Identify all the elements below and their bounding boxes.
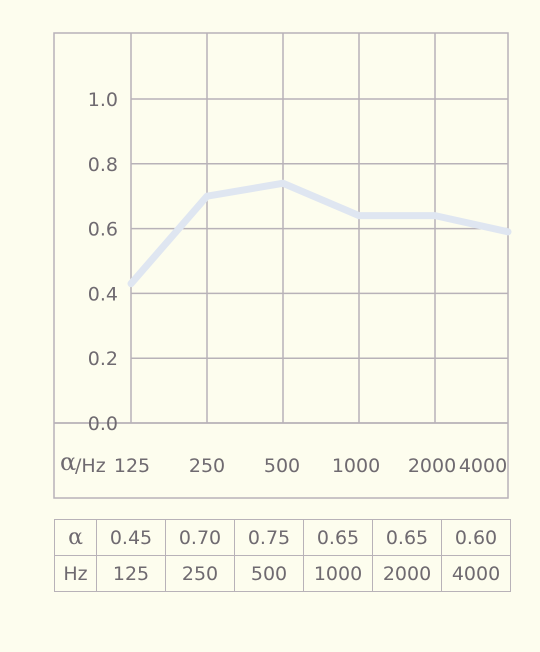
table-cell: 0.45 xyxy=(96,519,166,556)
x-tick-label: 2000 xyxy=(408,455,456,477)
x-axis-label: α /Hz xyxy=(60,448,106,477)
hz-unit-label: /Hz xyxy=(75,455,106,477)
y-tick-label: 0.8 xyxy=(88,154,118,176)
chart-frame xyxy=(53,32,509,499)
table-cell: 0.75 xyxy=(234,519,304,556)
table-cell: 2000 xyxy=(372,555,442,592)
alpha-symbol: α xyxy=(60,448,76,476)
y-tick-label: 1.0 xyxy=(88,89,118,111)
table-cell: 250 xyxy=(165,555,235,592)
table-cell: 0.60 xyxy=(441,519,511,556)
y-tick-label: 0.0 xyxy=(88,413,118,435)
absorption-table: α 0.45 0.70 0.75 0.65 0.65 0.60 Hz 125 250 500 1000… xyxy=(54,519,511,592)
x-tick-label: 125 xyxy=(114,455,150,477)
x-tick-label: 500 xyxy=(264,455,300,477)
table-row: α 0.45 0.70 0.75 0.65 0.65 0.60 xyxy=(54,519,511,556)
table-cell: 0.65 xyxy=(372,519,442,556)
y-tick-label: 0.4 xyxy=(88,283,118,305)
row-header: Hz xyxy=(54,555,97,592)
row-header-label: α xyxy=(68,525,83,550)
y-tick-label: 0.6 xyxy=(88,219,118,241)
y-tick-label: 0.2 xyxy=(88,348,118,370)
absorption-chart: 0.0 0.2 0.4 0.6 0.8 1.0 α /Hz 125 250 500 1000 20… xyxy=(53,32,512,499)
table-cell: 125 xyxy=(96,555,166,592)
table-cell: 4000 xyxy=(441,555,511,592)
x-tick-label: 250 xyxy=(189,455,225,477)
row-header-label: Hz xyxy=(63,562,88,585)
table-cell: 1000 xyxy=(303,555,373,592)
table-cell: 500 xyxy=(234,555,304,592)
x-axis-ticks: 125 250 500 1000 2000 4000 xyxy=(114,455,507,477)
table-cell: 0.65 xyxy=(303,519,373,556)
x-tick-label: 4000 xyxy=(459,455,507,477)
table-row: Hz 125 250 500 1000 2000 4000 xyxy=(54,555,511,592)
chart-grid xyxy=(54,33,508,424)
absorption-line xyxy=(127,179,512,288)
row-header: α xyxy=(54,519,97,556)
table-cell: 0.70 xyxy=(165,519,235,556)
x-tick-label: 1000 xyxy=(332,455,380,477)
y-axis-ticks: 0.0 0.2 0.4 0.6 0.8 1.0 xyxy=(88,89,118,435)
